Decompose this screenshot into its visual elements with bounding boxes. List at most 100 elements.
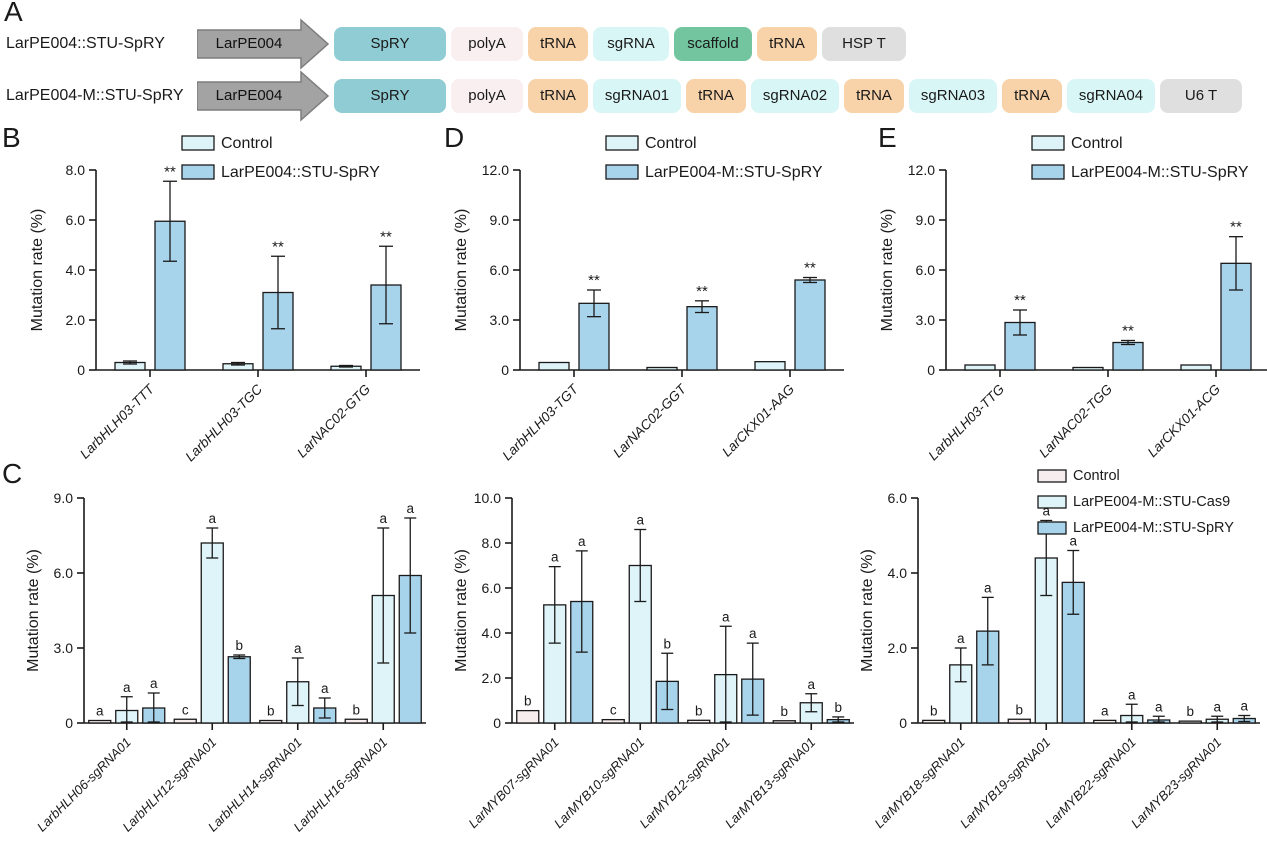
bar-larpe004-m-stu-spry-2 (794, 279, 826, 371)
construct-segment-polya: polyA (451, 79, 523, 113)
axes: 0 3.0 6.0 9.0 (54, 490, 426, 731)
significance-letter: a (1213, 699, 1221, 714)
legend-swatch (605, 135, 639, 151)
x-category-label: LarNAC02-GGT (610, 380, 690, 460)
bar-control-2 (1180, 364, 1212, 371)
legend-label: Control (1073, 468, 1120, 484)
chart-panel-e: 0 3.0 6.0 9.0 12.0 Mutation rate (%) LarbHLH03… (879, 135, 1267, 463)
chart-panel-c3: 0 2.0 4.0 6.0 Mutation rate (%) LarMYB18-sgRN… (859, 468, 1260, 831)
x-category-label: LarbHLH14-sgRNA01 (205, 735, 305, 835)
bar-control-3 (344, 718, 368, 724)
construct-segment-trna: tRNA (1002, 79, 1062, 113)
x-category-label: LarbHLH03-TTT (77, 380, 158, 461)
significance-letter: a (406, 501, 414, 516)
x-category-label: LarCKX01-AAG (719, 382, 797, 460)
panel-label-c: C (2, 458, 23, 489)
significance-letter: b (267, 704, 275, 719)
legend-label: Control (1071, 135, 1123, 152)
y-tick-label: 3.0 (54, 640, 74, 656)
error-bar (1121, 339, 1135, 346)
significance-letter: b (780, 704, 788, 719)
y-tick-label: 2.0 (482, 670, 502, 686)
chart-panel-c1: 0 3.0 6.0 9.0 Mutation rate (%) LarbHLH06-sgR… (25, 490, 426, 835)
bar-control-2 (687, 719, 711, 724)
legend-swatch (1031, 164, 1065, 180)
legend-label: LarPE004-M::STU-SpRY (1071, 164, 1249, 181)
legend-swatch (605, 164, 639, 180)
error-bar (954, 647, 967, 683)
significance-stars: ** (272, 238, 284, 255)
construct-segment-sgrna03: sgRNA03 (909, 79, 997, 113)
significance-letter: a (578, 534, 586, 549)
significance-letter: a (321, 681, 329, 696)
bar-control-1 (173, 718, 197, 724)
y-tick-label: 0 (899, 715, 907, 731)
legend-swatch (181, 135, 215, 151)
x-category-label: LarbHLH12-sgRNA01 (119, 735, 219, 835)
x-category-label: LarbHLH06-sgRNA01 (34, 735, 134, 835)
error-bar (661, 652, 674, 711)
error-bar (318, 697, 331, 719)
promoter-arrow: LarPE004 (197, 18, 329, 70)
significance-letter: a (123, 680, 131, 695)
significance-letter: a (1101, 703, 1109, 718)
x-category-label: LarMYB07-sgRNA01 (465, 735, 561, 831)
error-bar (1211, 715, 1224, 723)
y-tick-label: 0 (77, 362, 85, 378)
bar-control-0 (964, 364, 996, 371)
significance-letter: a (1042, 504, 1050, 519)
construct-segment-spry: SpRY (334, 79, 446, 113)
y-tick-label: 0 (65, 715, 73, 731)
significance-letter: b (834, 700, 842, 715)
legend-swatch (1037, 469, 1067, 483)
significance-letter: c (182, 702, 189, 717)
significance-stars: ** (588, 272, 600, 289)
y-tick-label: 2.0 (888, 640, 908, 656)
chart-panel-c2: 0 2.0 4.0 6.0 8.0 10.0 Mutation rate (%) LarMYB… (453, 490, 854, 831)
construct-name: LarPE004::STU-SpRY (6, 35, 165, 52)
legend-swatch (1037, 495, 1067, 509)
promoter-arrow-shape (197, 70, 329, 122)
x-category-label: LarMYB19-sgRNA01 (957, 735, 1053, 831)
y-axis-title: Mutation rate (%) (25, 549, 42, 672)
significance-stars: ** (164, 163, 176, 180)
y-tick-label: 8.0 (66, 162, 86, 178)
significance-letter: b (695, 703, 703, 718)
promoter-arrow-shape (197, 18, 329, 70)
error-bar (1229, 236, 1243, 291)
significance-letter: a (1240, 699, 1248, 714)
y-tick-label: 9.0 (916, 212, 936, 228)
axes: 0 3.0 6.0 9.0 12.0 (482, 162, 844, 378)
y-axis-title: Mutation rate (%) (29, 209, 46, 332)
legend-label: LarPE004::STU-SpRY (221, 164, 380, 181)
significance-letter: b (235, 638, 243, 653)
bar-control-2 (1093, 719, 1117, 724)
significance-letter: b (1186, 704, 1194, 719)
error-bar (339, 364, 353, 368)
construct-segment-scaffold: scaffold (674, 27, 752, 61)
promoter-arrow: LarPE004 (197, 70, 329, 122)
y-tick-label: 3.0 (916, 312, 936, 328)
construct-row-1: LarPE004::STU-SpRY LarPE004 SpRY polyA tRNA s… (6, 18, 906, 70)
x-category-label: LarbHLH03-TGC (182, 381, 265, 464)
construct-segment-trna: tRNA (528, 79, 588, 113)
y-tick-label: 3.0 (490, 312, 510, 328)
error-bar (719, 625, 732, 723)
error-bar (1125, 703, 1138, 723)
construct-diagram: LarPE004::STU-SpRY LarPE004 SpRY polyA tRNA s… (0, 0, 1267, 122)
bar-control-3 (1178, 720, 1202, 724)
error-bar (981, 596, 994, 666)
legend-swatch (181, 164, 215, 180)
error-bar (271, 255, 285, 330)
significance-letter: a (208, 511, 216, 526)
y-tick-label: 10.0 (474, 490, 501, 506)
error-bar (377, 527, 390, 664)
x-category-label: LarbHLH16-sgRNA01 (290, 735, 390, 835)
significance-letter: a (957, 631, 965, 646)
panel-label-d: D (444, 122, 465, 153)
axes: 0 2.0 4.0 6.0 8.0 (66, 162, 420, 378)
y-tick-label: 0 (493, 715, 501, 731)
error-bar (233, 654, 246, 660)
significance-letter: a (749, 626, 757, 641)
x-category-label: LarbHLH03-TGT (499, 380, 582, 463)
